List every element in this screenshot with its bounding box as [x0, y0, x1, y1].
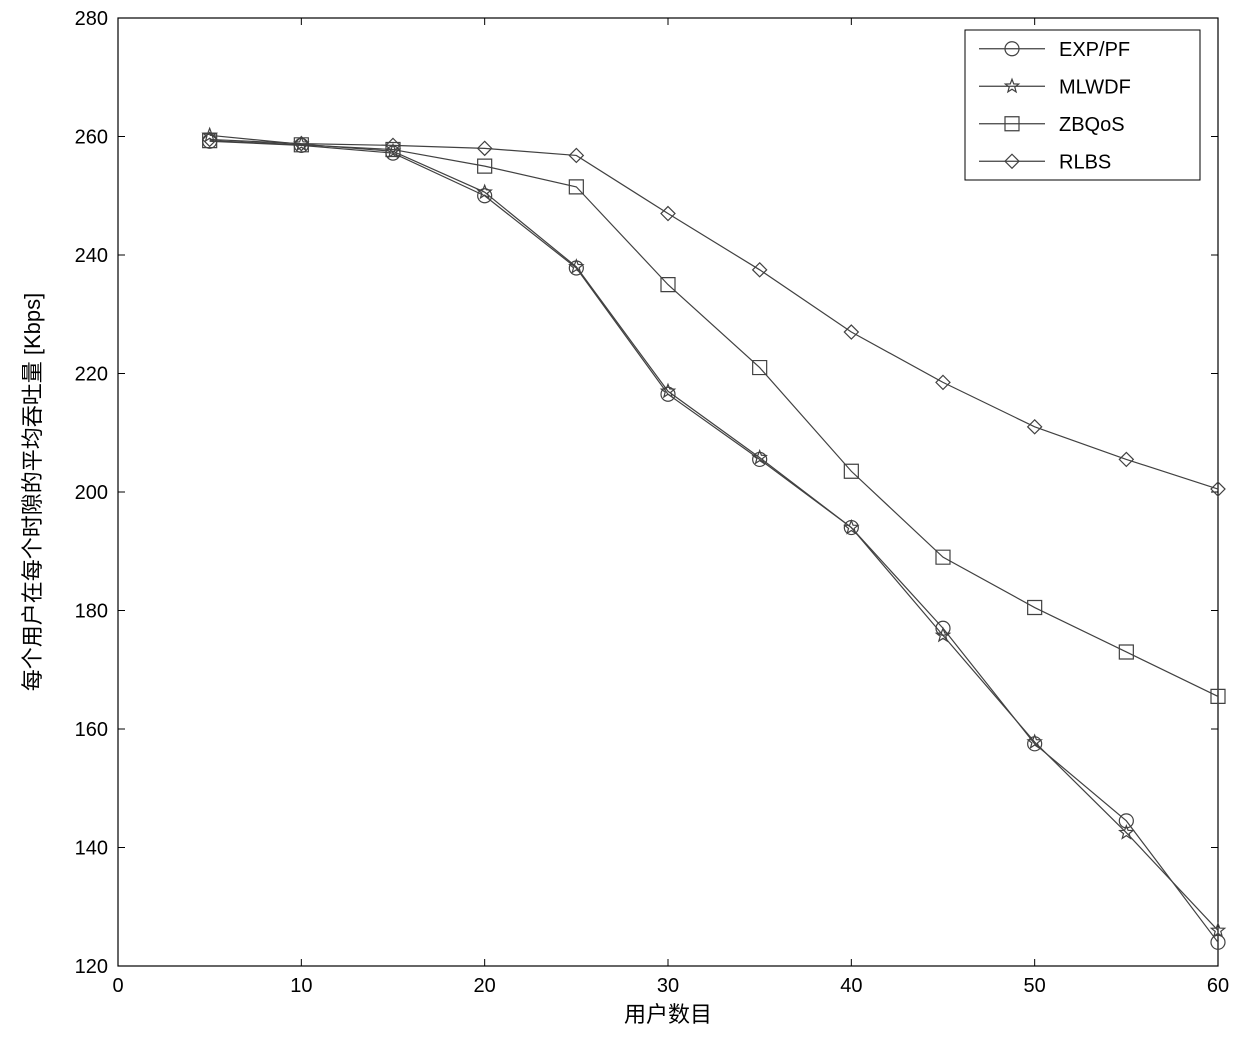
svg-text:ZBQoS: ZBQoS	[1059, 114, 1125, 136]
svg-text:50: 50	[1024, 975, 1046, 997]
svg-text:10: 10	[290, 975, 312, 997]
svg-text:30: 30	[657, 975, 679, 997]
svg-text:120: 120	[75, 956, 108, 978]
svg-text:140: 140	[75, 838, 108, 860]
svg-text:260: 260	[75, 127, 108, 149]
svg-text:RLBS: RLBS	[1059, 151, 1111, 173]
svg-text:240: 240	[75, 245, 108, 267]
svg-text:0: 0	[112, 975, 123, 997]
svg-text:180: 180	[75, 601, 108, 623]
svg-text:200: 200	[75, 482, 108, 504]
svg-text:EXP/PF: EXP/PF	[1059, 39, 1130, 61]
svg-text:220: 220	[75, 364, 108, 386]
svg-text:40: 40	[840, 975, 862, 997]
svg-text:280: 280	[75, 8, 108, 30]
svg-text:160: 160	[75, 719, 108, 741]
svg-text:60: 60	[1207, 975, 1229, 997]
svg-text:用户数目: 用户数目	[624, 1002, 712, 1027]
svg-text:每个用户在每个时隙的平均吞吐量 [Kbps]: 每个用户在每个时隙的平均吞吐量 [Kbps]	[20, 293, 45, 691]
svg-text:20: 20	[474, 975, 496, 997]
svg-text:MLWDF: MLWDF	[1059, 76, 1131, 98]
chart-container: 0 10 20 30 40 50 60 120 140 160 180 200 220 240 260 280…	[0, 0, 1240, 1050]
throughput-line-chart: 0 10 20 30 40 50 60 120 140 160 180 200 220 240 260 280…	[0, 0, 1240, 1050]
